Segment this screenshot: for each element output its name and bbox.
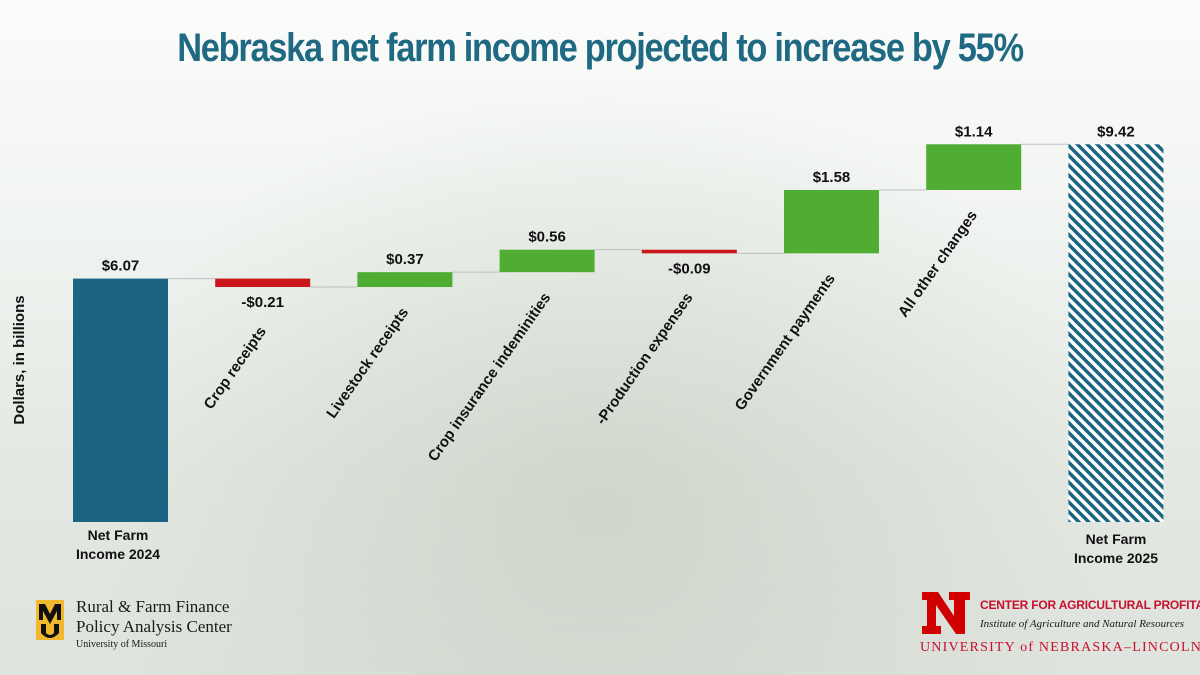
start-total-label: Net Farm Income 2024	[48, 526, 188, 564]
value-label-net-farm-income-2025: $9.42	[1097, 123, 1135, 140]
ianr-subtitle: Institute of Agriculture and Natural Res…	[980, 618, 1184, 630]
category-label-all-other-changes: All other changes	[895, 208, 981, 321]
value-label-net-farm-income-2024: $6.07	[102, 258, 140, 275]
bar-all-other-changes	[926, 144, 1022, 190]
end-total-label: Net Farm Income 2025	[1046, 530, 1186, 568]
value-label-government-payments: $1.58	[813, 169, 851, 186]
bar-net-farm-income-2024	[73, 278, 168, 522]
value-label-all-other-changes: $1.14	[955, 123, 993, 140]
category-label-livestock-receipts: Livestock receipts	[323, 305, 412, 422]
end-total-label-line1: Net Farm	[1085, 531, 1147, 547]
start-total-label-line2: Income 2024	[75, 546, 161, 562]
cap-title: CENTER FOR AGRICULTURAL PROFITABILITY	[980, 598, 1200, 612]
bar-livestock-receipts	[357, 272, 453, 288]
bar-crop-receipts	[215, 278, 311, 288]
category-label-production-expenses: -Production expenses	[593, 290, 697, 428]
chart-title: Nebraska net farm income projected to in…	[177, 26, 1024, 70]
bar-net-farm-income-2025	[1068, 144, 1164, 522]
rural-farm-finance-line3: University of Missouri	[76, 639, 168, 650]
value-label-production-expenses: -$0.09	[668, 260, 711, 277]
nebraska-n-icon	[922, 592, 970, 634]
value-label-crop-insurance-indeminities: $0.56	[528, 229, 566, 246]
category-label-government-payments: Government payments	[732, 271, 839, 414]
bar-government-payments	[784, 189, 879, 254]
rural-farm-finance-line1: Rural & Farm Finance	[76, 597, 230, 616]
bar-crop-insurance-indeminities	[499, 249, 595, 273]
center-ag-profitability-logo: CENTER FOR AGRICULTURAL PROFITABILITY In…	[920, 590, 1200, 660]
value-label-livestock-receipts: $0.37	[386, 251, 424, 268]
unl-wordmark: UNIVERSITY of NEBRASKA–LINCOLN	[920, 640, 1200, 655]
category-label-crop-insurance-indeminities: Crop insurance indeminities	[425, 290, 555, 465]
end-total-label-line2: Income 2025	[1073, 550, 1159, 566]
value-label-crop-receipts: -$0.21	[241, 294, 284, 311]
mizzou-mu-icon	[36, 600, 64, 640]
rural-farm-finance-logo: Rural & Farm Finance Policy Analysis Cen…	[36, 597, 276, 654]
rural-farm-finance-line2: Policy Analysis Center	[76, 617, 232, 636]
bar-production-expenses	[641, 249, 737, 254]
category-label-crop-receipts: Crop receipts	[201, 324, 270, 413]
start-total-label-line1: Net Farm	[87, 527, 149, 543]
